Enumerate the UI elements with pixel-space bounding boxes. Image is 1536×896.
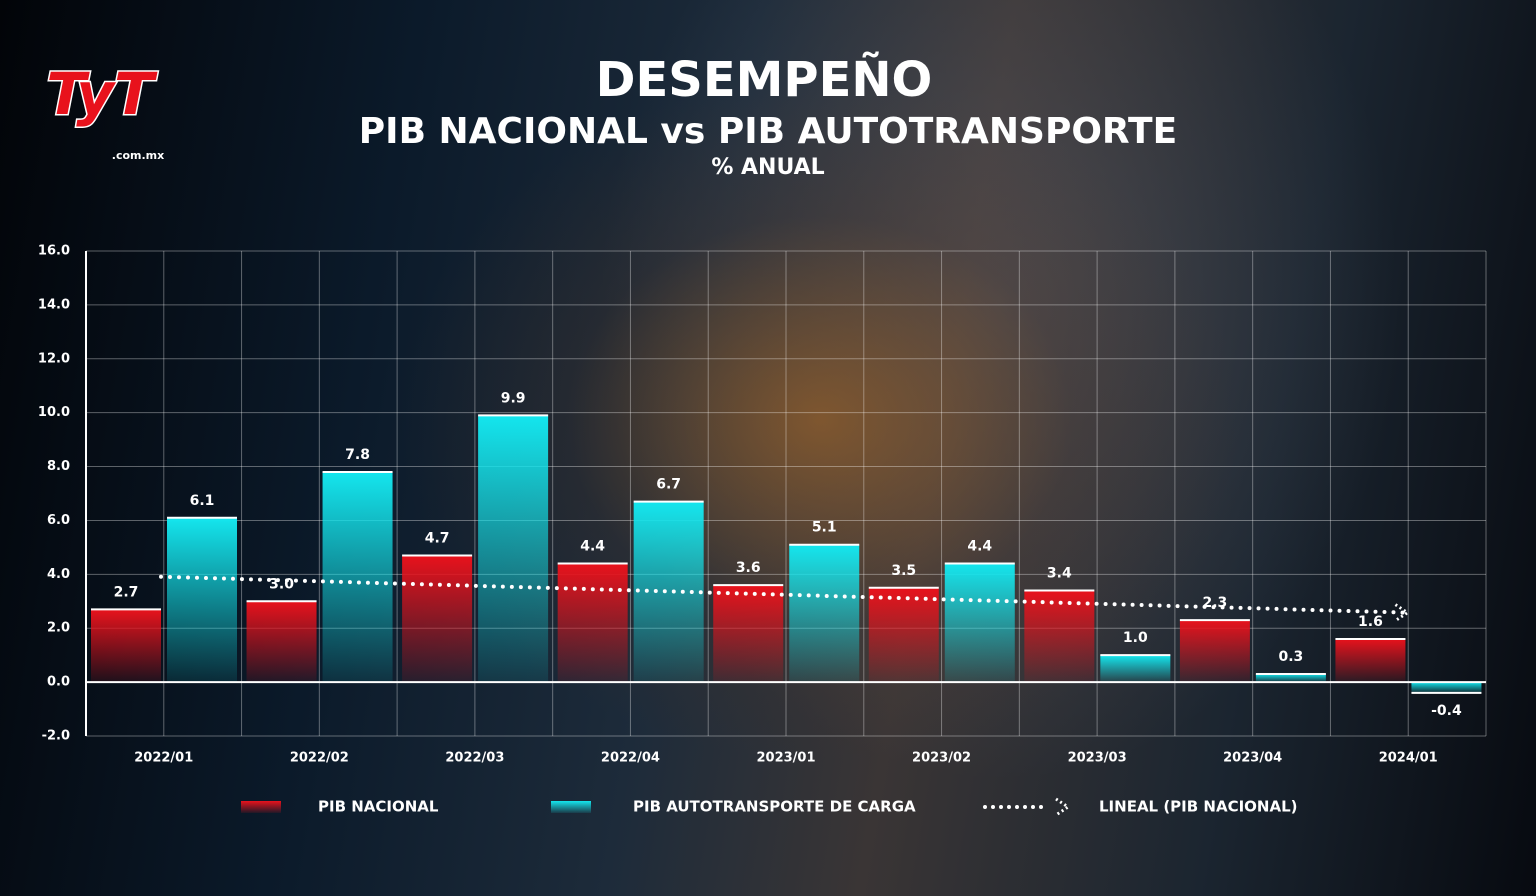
y-tick-label: 4.0 [47,567,70,582]
bar [1179,620,1250,683]
value-label: 6.1 [190,493,215,509]
bar [246,601,317,683]
logo-domain: .com.mx [112,149,164,162]
chart-title: DESEMPEÑO [596,51,933,108]
bar [1100,655,1171,683]
value-label: 3.0 [269,576,294,592]
bar [713,585,784,683]
value-label: 5.1 [812,520,837,536]
chart-subtitle: PIB NACIONAL vs PIB AUTOTRANSPORTE [359,111,1177,152]
bar [1335,639,1406,683]
value-label: -0.4 [1431,703,1462,719]
bar [557,563,628,683]
legend-swatch [241,801,281,813]
logo-text: TyT [46,60,158,128]
bar [1024,590,1095,683]
y-tick-label: 2.0 [47,621,70,636]
value-label: 2.7 [114,584,139,600]
bar [91,609,161,683]
value-label: 3.6 [736,560,761,576]
bar [1411,682,1482,693]
legend-label: LINEAL (PIB NACIONAL) [1099,798,1298,816]
y-tick-label: 8.0 [47,459,70,474]
x-tick-label: 2023/02 [912,751,971,766]
y-tick-label: 12.0 [38,351,70,366]
value-label: 3.5 [891,563,916,579]
bar [478,415,549,683]
bar [1255,674,1326,683]
value-label: 1.6 [1358,614,1383,630]
value-label: 4.4 [967,539,992,555]
value-label: 6.7 [656,477,681,493]
y-tick-label: 0.0 [47,675,70,690]
y-tick-label: 16.0 [38,244,70,259]
y-tick-label: 6.0 [47,513,70,528]
value-label: 0.3 [1278,649,1303,665]
legend-label: PIB NACIONAL [318,798,439,816]
legend-trend-arrow [1055,797,1071,817]
x-tick-label: 2023/04 [1223,751,1282,766]
bar [167,517,237,683]
x-tick-label: 2022/03 [445,751,504,766]
y-tick-label: 10.0 [38,405,70,420]
value-label: 9.9 [501,390,526,406]
value-label: 4.7 [425,530,450,546]
x-tick-label: 2023/01 [756,751,815,766]
legend-swatch [551,801,591,813]
bar [944,563,1015,683]
x-tick-label: 2022/04 [601,751,660,766]
value-label: 4.4 [580,539,605,555]
y-axis-label: % ANUAL [711,155,824,180]
bar [868,587,939,683]
logo: TyT .com.mx [45,59,164,162]
value-label: 3.4 [1047,566,1072,582]
x-tick-label: 2024/01 [1379,751,1438,766]
x-tick-label: 2023/03 [1068,751,1127,766]
value-label: 7.8 [345,447,370,463]
x-tick-label: 2022/02 [290,751,349,766]
y-tick-label: 14.0 [38,297,70,312]
y-tick-label: -2.0 [42,729,70,744]
bar [789,544,860,683]
legend-label: PIB AUTOTRANSPORTE DE CARGA [633,798,916,816]
bar [322,471,393,683]
bar [402,555,473,683]
value-label: 1.0 [1123,630,1148,646]
x-tick-label: 2022/01 [134,751,193,766]
trend-line [159,574,1408,615]
